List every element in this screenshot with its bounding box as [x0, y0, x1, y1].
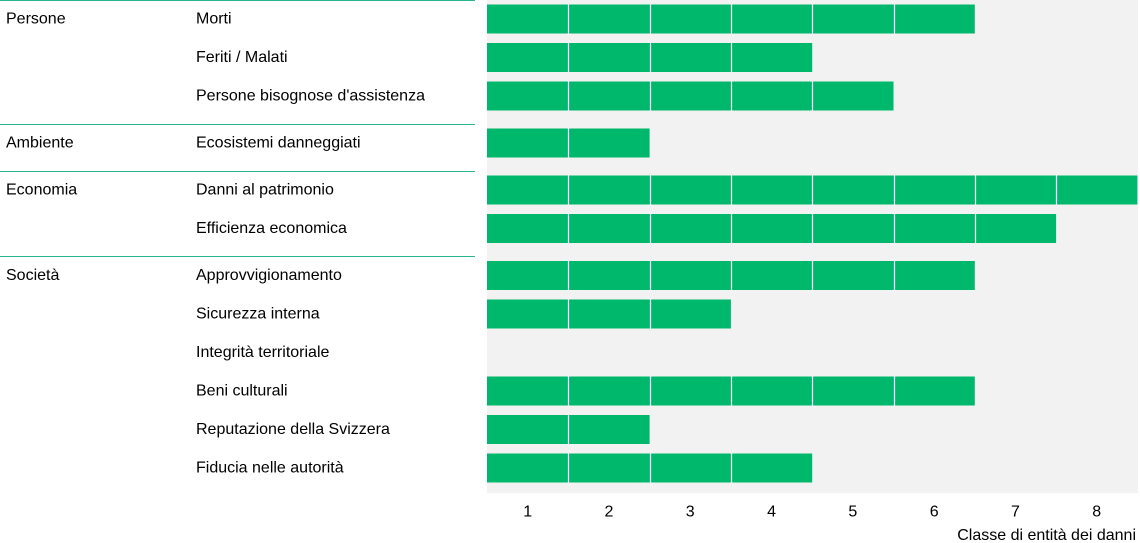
x-tick-label: 1	[523, 504, 532, 521]
group-label-ambiente: Ambiente	[6, 135, 74, 152]
category-labels: Persone Morti Feriti / Malati Persone bisog…	[6, 11, 425, 477]
x-tick-label: 7	[1011, 504, 1020, 521]
category-label: Reputazione della Svizzera	[196, 421, 390, 438]
category-label: Morti	[196, 11, 232, 28]
group-label-economia: Economia	[6, 182, 77, 199]
category-label: Efficienza economica	[196, 220, 347, 237]
category-label: Fiducia nelle autorità	[196, 460, 344, 477]
category-label: Danni al patrimonio	[196, 182, 334, 199]
group-label-persone: Persone	[6, 11, 66, 28]
group-separators	[0, 0, 475, 257]
category-label: Integrità territoriale	[196, 344, 329, 361]
category-label: Feriti / Malati	[196, 49, 288, 66]
bar-layer	[487, 4, 1138, 483]
x-axis-ticks: 1 2 3 4 5 6 7 8	[523, 504, 1101, 521]
category-label: Ecosistemi danneggiati	[196, 135, 361, 152]
x-tick-label: 3	[686, 504, 695, 521]
x-axis-label: Classe di entità dei danni	[957, 527, 1136, 543]
bar-efficienza-economica	[487, 214, 1057, 243]
x-tick-label: 2	[604, 504, 613, 521]
x-tick-label: 6	[930, 504, 939, 521]
x-tick-label: 4	[767, 504, 776, 521]
bar-sicurezza-interna	[487, 299, 731, 329]
bar-persone-bisognose-d-assistenza	[487, 81, 894, 111]
bar-fiducia-nelle-autorita	[487, 453, 813, 483]
x-tick-label: 5	[848, 504, 857, 521]
x-tick-label: 8	[1092, 504, 1101, 521]
category-label: Sicurezza interna	[196, 306, 320, 323]
category-label: Persone bisognose d'assistenza	[196, 88, 425, 105]
bar-feriti-malati	[487, 43, 813, 72]
category-label: Beni culturali	[196, 383, 288, 400]
group-label-societa: Società	[6, 267, 59, 284]
category-label: Approvvigionamento	[196, 267, 342, 284]
